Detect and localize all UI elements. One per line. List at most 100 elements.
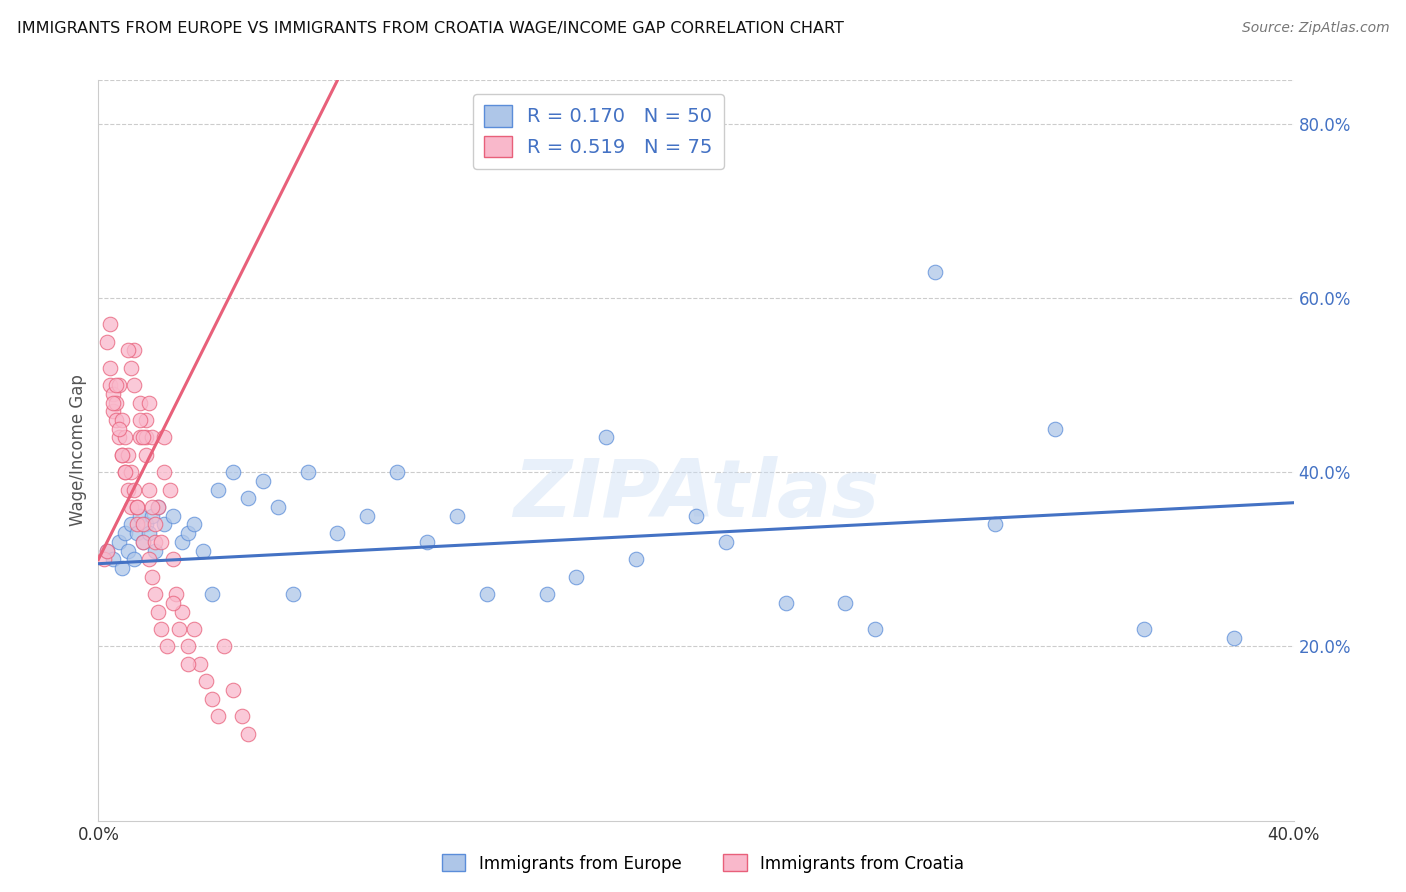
Point <box>177 657 200 671</box>
Point <box>114 465 136 479</box>
Point <box>135 517 157 532</box>
Point <box>212 640 235 654</box>
Point <box>120 517 142 532</box>
Point <box>236 491 259 506</box>
Point <box>124 378 146 392</box>
Point <box>714 535 737 549</box>
Point <box>98 317 122 331</box>
Point <box>1223 631 1246 645</box>
Point <box>207 483 229 497</box>
Point <box>108 378 131 392</box>
Point <box>114 465 136 479</box>
Point <box>141 500 163 514</box>
Point <box>326 526 349 541</box>
Point <box>120 360 142 375</box>
Point <box>356 508 378 523</box>
Point <box>127 526 149 541</box>
Point <box>148 500 170 514</box>
Point <box>108 430 131 444</box>
Point <box>143 535 166 549</box>
Point <box>416 535 439 549</box>
Point <box>127 500 149 514</box>
Point <box>159 483 181 497</box>
Point <box>156 640 179 654</box>
Point <box>165 587 187 601</box>
Point <box>141 430 163 444</box>
Point <box>222 465 245 479</box>
Point <box>162 508 184 523</box>
Point <box>475 587 498 601</box>
Point <box>129 430 152 444</box>
Text: ZIPAtlas: ZIPAtlas <box>513 456 879 534</box>
Point <box>132 535 155 549</box>
Point <box>132 535 155 549</box>
Point <box>536 587 558 601</box>
Point <box>201 691 224 706</box>
Point <box>195 674 218 689</box>
Point <box>135 413 157 427</box>
Point <box>98 378 122 392</box>
Point <box>96 334 118 349</box>
Point <box>172 605 194 619</box>
Point <box>1043 422 1066 436</box>
Point <box>135 448 157 462</box>
Point <box>148 605 170 619</box>
Point <box>162 596 184 610</box>
Point <box>685 508 707 523</box>
Point <box>114 526 136 541</box>
Point <box>138 483 160 497</box>
Point <box>117 448 139 462</box>
Point <box>153 430 176 444</box>
Point <box>834 596 856 610</box>
Point <box>385 465 409 479</box>
Point <box>188 657 211 671</box>
Legend: R = 0.170   N = 50, R = 0.519   N = 75: R = 0.170 N = 50, R = 0.519 N = 75 <box>472 94 724 169</box>
Point <box>103 387 125 401</box>
Point <box>177 526 200 541</box>
Point <box>143 517 166 532</box>
Point <box>141 570 163 584</box>
Point <box>252 474 274 488</box>
Point <box>177 640 200 654</box>
Point <box>98 360 122 375</box>
Point <box>138 395 160 409</box>
Point <box>124 552 146 566</box>
Point <box>120 500 142 514</box>
Point <box>103 395 125 409</box>
Point <box>183 622 205 636</box>
Point <box>117 343 139 358</box>
Point <box>127 517 149 532</box>
Point <box>153 517 176 532</box>
Point <box>127 500 149 514</box>
Point <box>297 465 319 479</box>
Point <box>924 265 946 279</box>
Text: IMMIGRANTS FROM EUROPE VS IMMIGRANTS FROM CROATIA WAGE/INCOME GAP CORRELATION CH: IMMIGRANTS FROM EUROPE VS IMMIGRANTS FRO… <box>17 21 844 36</box>
Point <box>117 483 139 497</box>
Point <box>105 378 128 392</box>
Point <box>207 709 229 723</box>
Point <box>129 508 152 523</box>
Point <box>595 430 617 444</box>
Point <box>129 413 152 427</box>
Point <box>626 552 648 566</box>
Point <box>231 709 253 723</box>
Point <box>132 430 155 444</box>
Y-axis label: Wage/Income Gap: Wage/Income Gap <box>69 375 87 526</box>
Point <box>108 535 131 549</box>
Point <box>172 535 194 549</box>
Point <box>138 552 160 566</box>
Point <box>93 552 115 566</box>
Point <box>565 570 588 584</box>
Point <box>111 448 134 462</box>
Point <box>117 543 139 558</box>
Point <box>138 526 160 541</box>
Point <box>96 543 118 558</box>
Point <box>129 395 152 409</box>
Point <box>984 517 1007 532</box>
Point <box>114 430 136 444</box>
Point <box>135 430 157 444</box>
Point <box>96 543 118 558</box>
Point <box>1133 622 1156 636</box>
Point <box>183 517 205 532</box>
Point <box>267 500 290 514</box>
